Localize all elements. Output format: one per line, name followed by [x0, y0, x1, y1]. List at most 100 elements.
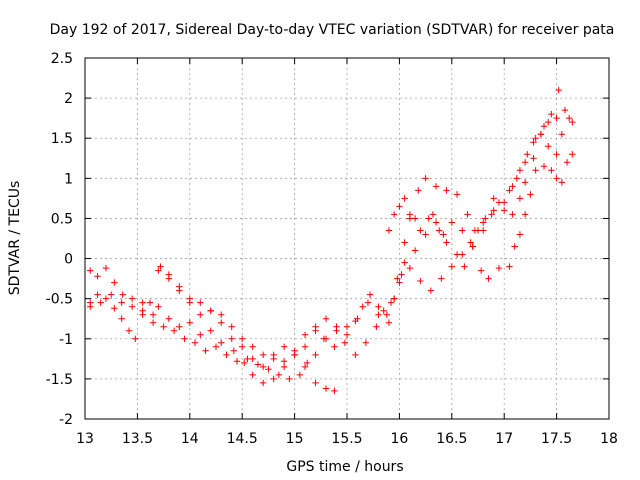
data-point: [303, 359, 311, 367]
data-point: [212, 343, 220, 350]
data-point: [270, 375, 277, 383]
data-point: [333, 327, 340, 334]
data-point: [146, 299, 154, 306]
data-point: [545, 143, 552, 150]
series-track-3: [87, 86, 576, 365]
data-point: [396, 203, 403, 210]
data-point: [118, 299, 125, 306]
data-point: [108, 291, 115, 298]
data-point: [128, 303, 136, 310]
data-point: [149, 319, 157, 326]
data-point: [331, 343, 338, 350]
data-point: [286, 375, 293, 383]
data-point: [569, 151, 576, 158]
data-point: [111, 279, 118, 286]
data-point: [469, 243, 476, 250]
data-point: [176, 287, 183, 294]
data-point: [540, 122, 548, 130]
data-point: [555, 86, 562, 94]
data-point: [387, 299, 395, 306]
data-point: [474, 227, 482, 234]
y-tick-labels: -2 -1.5 -1 -0.5 0 0.5 1 1.5 2 2.5: [46, 51, 73, 428]
data-point: [87, 267, 94, 274]
data-point: [359, 303, 366, 310]
data-point: [119, 291, 126, 298]
data-point: [362, 339, 370, 346]
data-point: [390, 295, 398, 302]
data-point: [427, 287, 435, 294]
data-point: [390, 211, 398, 218]
data-point: [249, 343, 256, 350]
data-point: [385, 319, 393, 326]
x-tick-labels: 13 13.5 14 14.5 15 15.5 16 16.5 17 17.5 18: [76, 431, 618, 447]
chart-title: Day 192 of 2017, Sidereal Day-to-day VTE…: [50, 22, 615, 38]
data-point: [254, 361, 262, 368]
data-point: [506, 187, 513, 194]
data-point: [197, 331, 204, 338]
y-tick-label: 1: [64, 171, 73, 187]
data-point: [341, 339, 349, 346]
grid: [85, 58, 609, 419]
data-point: [394, 275, 401, 282]
data-point: [94, 273, 101, 280]
data-point: [132, 335, 139, 342]
data-point: [230, 347, 238, 355]
data-point: [202, 347, 209, 355]
data-point: [506, 263, 513, 270]
data-point: [422, 231, 429, 238]
data-point: [464, 211, 471, 218]
data-point: [207, 307, 214, 314]
data-point: [417, 277, 424, 285]
data-point: [540, 163, 548, 170]
data-point: [490, 207, 497, 214]
data-point: [516, 231, 524, 238]
data-point: [218, 319, 225, 326]
data-point: [259, 351, 267, 359]
data-point: [364, 299, 372, 306]
data-point: [218, 311, 225, 318]
data-point: [513, 175, 520, 182]
data-point: [401, 195, 408, 202]
y-tick-label: -1: [59, 332, 73, 348]
x-tick-label: 17: [495, 431, 513, 447]
x-tick-label: 16: [390, 431, 408, 447]
data-point: [160, 323, 167, 330]
data-point: [482, 215, 489, 222]
data-point: [270, 351, 277, 359]
data-point: [296, 371, 304, 379]
data-point: [139, 299, 146, 306]
data-point: [548, 110, 555, 118]
data-point: [565, 114, 573, 122]
x-tick-label: 15: [286, 431, 304, 447]
data-point: [495, 264, 503, 272]
data-point: [249, 355, 256, 363]
data-point: [521, 211, 529, 218]
data-point: [561, 106, 569, 114]
data-point: [301, 363, 309, 371]
data-point: [511, 243, 518, 250]
data-point: [417, 227, 424, 234]
data-point: [176, 323, 183, 330]
x-tick-label: 17.5: [541, 431, 572, 447]
data-point: [322, 385, 330, 392]
y-tick-label: -0.5: [46, 292, 73, 308]
data-point: [139, 307, 146, 314]
data-point: [558, 179, 566, 186]
data-point: [233, 358, 241, 365]
x-tick-label: 14.5: [227, 431, 258, 447]
data-point: [530, 139, 537, 146]
data-point: [249, 371, 256, 379]
y-tick-label: -1.5: [46, 372, 73, 388]
data-point: [322, 335, 330, 342]
x-tick-label: 18: [600, 431, 618, 447]
data-point: [406, 211, 414, 218]
y-tick-label: -2: [59, 412, 73, 428]
data-point: [186, 299, 193, 306]
data-point: [280, 358, 288, 365]
data-point: [411, 247, 419, 254]
data-point: [490, 195, 497, 202]
data-point: [102, 295, 110, 302]
series-track-5: [385, 114, 560, 246]
data-point: [197, 311, 204, 318]
